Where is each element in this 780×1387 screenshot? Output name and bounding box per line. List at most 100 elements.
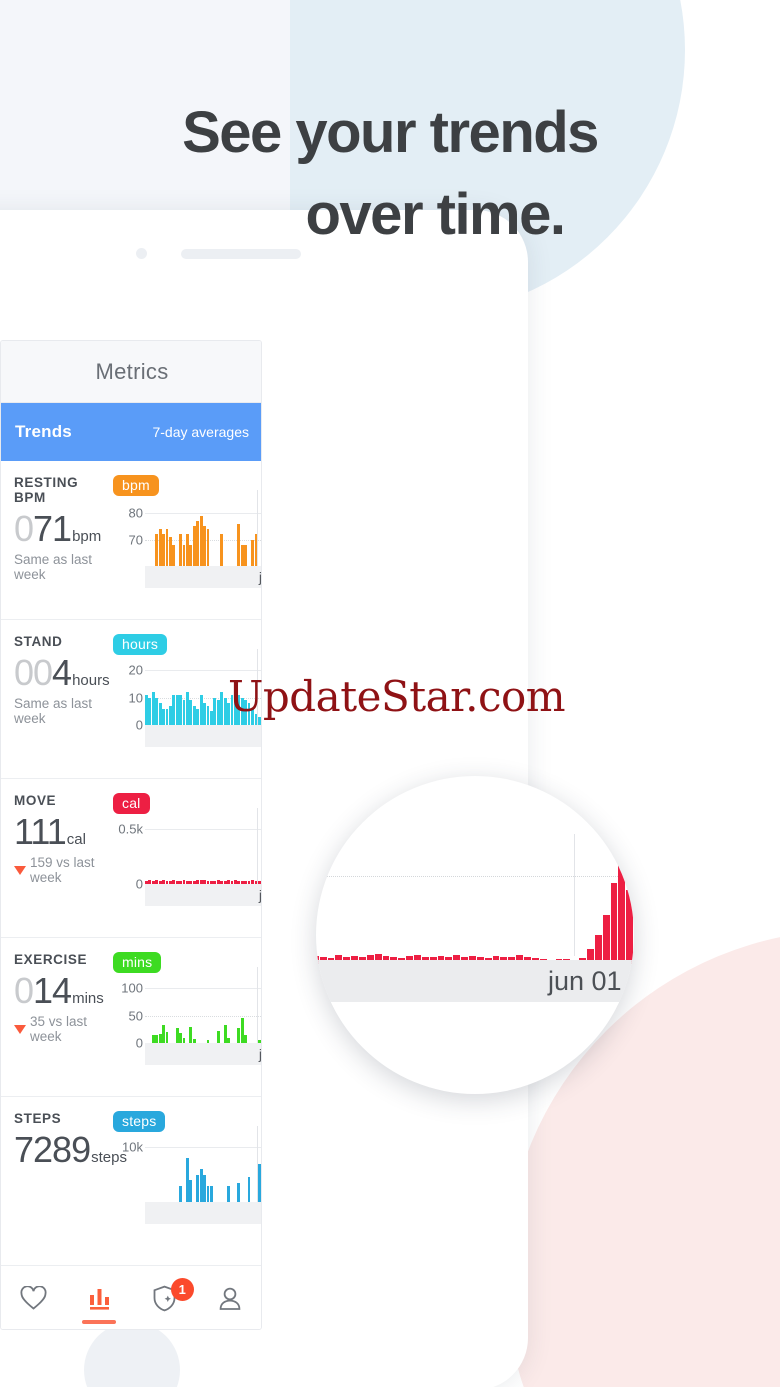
bar <box>182 1037 186 1043</box>
bar <box>254 714 258 725</box>
tab-metrics[interactable] <box>67 1266 133 1329</box>
x-axis <box>145 1202 261 1224</box>
magnifier-bar <box>316 955 319 964</box>
bar <box>196 1174 200 1202</box>
bar <box>257 880 261 884</box>
magnifier-bars <box>316 844 634 964</box>
bar <box>189 1026 193 1043</box>
promo-headline: See your trends over time. <box>0 92 780 257</box>
bar <box>216 1030 220 1043</box>
tab-profile[interactable] <box>198 1266 262 1329</box>
bar <box>162 880 165 884</box>
bar <box>186 1158 189 1202</box>
bar <box>237 694 241 725</box>
phone-home-button[interactable] <box>84 1322 180 1387</box>
bar <box>244 544 248 566</box>
metric-row[interactable]: STEPS 7289 steps steps 10k <box>1 1097 261 1256</box>
shield-badge: 1 <box>170 1278 194 1301</box>
bars-plot <box>145 808 262 906</box>
y-tick-label: 10k <box>122 1139 143 1155</box>
bar <box>223 880 227 884</box>
bar <box>196 521 200 566</box>
metric-chart: steps 10k <box>107 1111 261 1256</box>
bar <box>227 703 230 725</box>
metric-chart: cal 0.5k 0 jun 01 <box>107 793 262 937</box>
bar <box>220 534 224 566</box>
bar <box>210 881 213 884</box>
bar <box>182 544 186 566</box>
gridline <box>145 1147 261 1148</box>
bar <box>165 529 169 566</box>
bar <box>162 1025 165 1043</box>
bar <box>175 1027 179 1043</box>
bar <box>244 880 248 884</box>
bar <box>244 700 248 725</box>
metric-value: 004 hours <box>14 655 110 691</box>
bar <box>254 880 258 884</box>
magnifier-lens: jun 01 <box>316 776 634 1094</box>
magnifier-bar <box>594 934 602 964</box>
bar <box>240 544 244 566</box>
bar <box>210 711 213 725</box>
chart-vertical-marker <box>257 490 259 588</box>
y-axis-labels: 100 50 0 <box>113 977 143 1050</box>
bar <box>223 697 227 725</box>
magnifier-bar <box>626 890 634 964</box>
person-icon <box>217 1286 243 1312</box>
y-tick-label: 50 <box>128 1008 143 1023</box>
bar <box>165 708 169 725</box>
tab-activity[interactable] <box>1 1266 67 1329</box>
bottom-tab-bar: 1 <box>1 1265 262 1329</box>
bar <box>148 880 152 884</box>
gridline <box>145 1015 261 1017</box>
trends-section-header[interactable]: Trends 7-day averages <box>1 403 261 461</box>
plot-area: 80 70 jun 01 <box>113 490 261 588</box>
bar <box>158 529 162 566</box>
headline-line-2: over time. <box>305 182 567 248</box>
y-tick-label: 70 <box>128 532 143 548</box>
y-tick-label: 100 <box>121 980 143 996</box>
bar <box>261 880 262 884</box>
tab-shield[interactable]: 1 <box>132 1266 198 1329</box>
metric-unit-pill: steps <box>113 1111 166 1132</box>
bar-series <box>145 818 262 884</box>
metric-row[interactable]: EXERCISE 014 mins 35 vs last week mins 100 50 0… <box>1 938 261 1097</box>
bar <box>216 700 220 725</box>
bar <box>151 1034 155 1043</box>
magnifier-x-axis: jun 01 <box>316 960 634 1002</box>
metric-summary: MOVE 111 cal 159 vs last week <box>1 793 107 937</box>
bar <box>192 526 196 566</box>
metric-unit-pill: hours <box>113 634 168 655</box>
metric-unit: hours <box>72 672 110 689</box>
metric-chart: bpm 80 70 jun 01 <box>107 475 261 619</box>
x-axis <box>145 725 261 747</box>
bar <box>189 880 193 884</box>
plot-area: 20 10 0 <box>113 649 261 747</box>
bar <box>192 1038 196 1043</box>
trends-averages-label: 7-day averages <box>152 424 249 440</box>
shield-icon <box>152 1285 177 1312</box>
bar <box>251 708 254 725</box>
bar <box>233 880 237 884</box>
x-axis: jun 01 <box>145 1043 261 1065</box>
gridline <box>145 988 261 989</box>
magnifier-bar <box>492 955 500 964</box>
bar <box>179 1185 183 1202</box>
bar <box>220 880 224 884</box>
bar <box>158 703 162 725</box>
bar <box>240 1017 244 1043</box>
bars-plot <box>145 967 261 1065</box>
bar <box>257 716 261 725</box>
metric-delta-text: 35 vs last week <box>30 1014 88 1044</box>
magnifier-bar <box>366 955 374 964</box>
phone-camera-icon <box>136 248 147 259</box>
metric-row[interactable]: STAND 004 hours Same as last week hours 20 10 0 <box>1 620 261 779</box>
x-axis-label: jun 01 <box>258 887 262 903</box>
metric-row[interactable]: RESTING BPM 071 bpm Same as last week bpm 80 7… <box>1 461 261 620</box>
bars-plot <box>145 1126 261 1224</box>
bar-series <box>145 500 261 566</box>
y-tick-label: 0 <box>135 1035 143 1051</box>
magnifier-bar <box>516 955 524 964</box>
arrow-down-icon <box>14 865 26 875</box>
